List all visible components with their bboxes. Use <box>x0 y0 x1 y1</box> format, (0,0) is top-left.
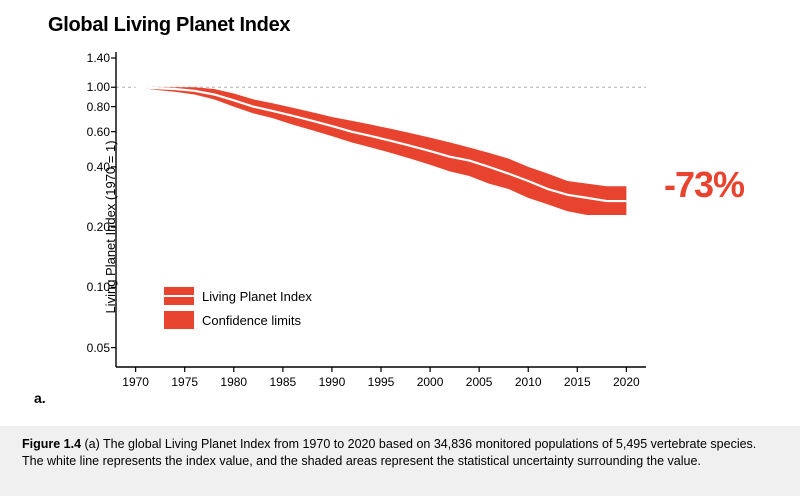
y-tick-label: 1.40 <box>74 51 110 65</box>
chart-container: Living Planet Index (1970 = 1) 0.050.100… <box>34 52 766 402</box>
x-tick-label: 1995 <box>368 375 395 389</box>
legend-label: Confidence limits <box>202 313 301 328</box>
legend-swatch <box>164 311 194 329</box>
y-tick-label: 0.10 <box>74 280 110 294</box>
percent-annotation: -73% <box>664 164 744 206</box>
chart-title: Global Living Planet Index <box>48 14 290 37</box>
legend-label: Living Planet Index <box>202 289 312 304</box>
y-tick-label: 0.40 <box>74 160 110 174</box>
figure-caption: Figure 1.4 (a) The global Living Planet … <box>0 426 800 496</box>
x-tick-label: 2015 <box>564 375 591 389</box>
chart-svg <box>34 52 766 402</box>
x-tick-label: 1970 <box>122 375 149 389</box>
chart-legend: Living Planet Index Confidence limits <box>164 287 312 335</box>
legend-item: Confidence limits <box>164 311 312 329</box>
legend-item: Living Planet Index <box>164 287 312 305</box>
x-tick-label: 1980 <box>220 375 247 389</box>
x-tick-label: 2005 <box>466 375 493 389</box>
y-tick-label: 0.05 <box>74 341 110 355</box>
caption-prefix: Figure 1.4 <box>22 437 81 451</box>
y-tick-label: 0.20 <box>74 220 110 234</box>
y-tick-label: 0.80 <box>74 100 110 114</box>
legend-swatch <box>164 287 194 305</box>
panel-letter: a. <box>34 390 46 406</box>
y-tick-label: 1.00 <box>74 80 110 94</box>
x-tick-label: 2020 <box>613 375 640 389</box>
x-tick-label: 1975 <box>171 375 198 389</box>
x-tick-label: 2010 <box>515 375 542 389</box>
x-tick-label: 1985 <box>269 375 296 389</box>
y-tick-label: 0.60 <box>74 125 110 139</box>
x-tick-label: 1990 <box>319 375 346 389</box>
x-tick-label: 2000 <box>417 375 444 389</box>
caption-body: (a) The global Living Planet Index from … <box>22 437 756 468</box>
